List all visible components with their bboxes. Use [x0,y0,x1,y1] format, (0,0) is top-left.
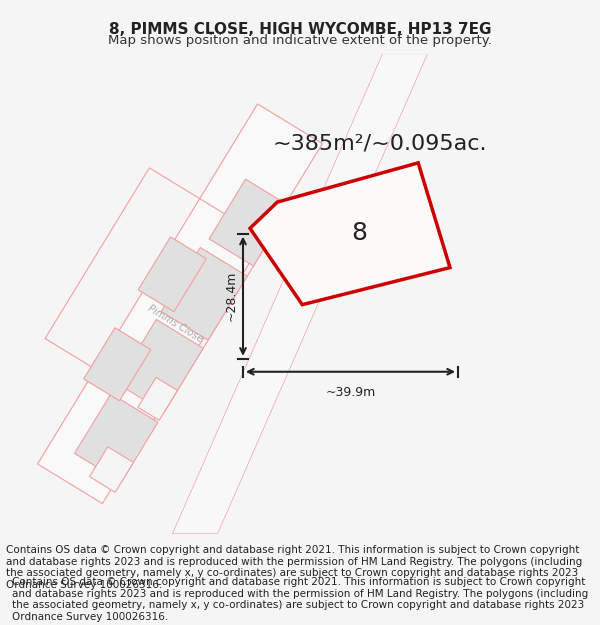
Polygon shape [250,163,450,304]
Polygon shape [117,319,203,412]
Text: 8: 8 [352,221,368,245]
Text: Contains OS data © Crown copyright and database right 2021. This information is : Contains OS data © Crown copyright and d… [12,577,588,622]
Polygon shape [138,378,178,420]
Polygon shape [138,237,206,312]
Polygon shape [83,328,151,401]
Text: ~39.9m: ~39.9m [325,386,376,399]
Text: Map shows position and indicative extent of the property.: Map shows position and indicative extent… [108,34,492,48]
Polygon shape [89,447,133,493]
Text: ~28.4m: ~28.4m [224,271,238,321]
Polygon shape [74,394,158,482]
Text: Pimms Close: Pimms Close [146,303,204,344]
Text: ~385m²/~0.095ac.: ~385m²/~0.095ac. [273,134,487,154]
Polygon shape [173,54,427,534]
Text: 8, PIMMS CLOSE, HIGH WYCOMBE, HP13 7EG: 8, PIMMS CLOSE, HIGH WYCOMBE, HP13 7EG [109,22,491,37]
Polygon shape [38,104,322,504]
Text: Contains OS data © Crown copyright and database right 2021. This information is : Contains OS data © Crown copyright and d… [6,545,582,590]
Polygon shape [209,179,290,266]
Polygon shape [161,248,247,340]
